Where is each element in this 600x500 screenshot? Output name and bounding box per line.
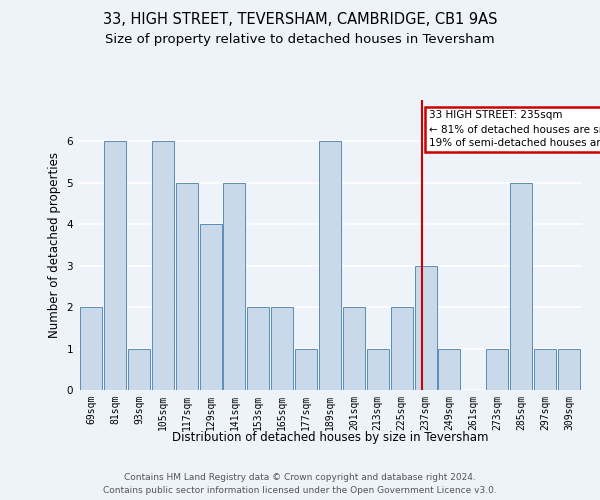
Bar <box>534 348 556 390</box>
Bar <box>558 348 580 390</box>
Text: Size of property relative to detached houses in Teversham: Size of property relative to detached ho… <box>105 32 495 46</box>
Y-axis label: Number of detached properties: Number of detached properties <box>48 152 61 338</box>
Bar <box>319 142 341 390</box>
Bar <box>510 183 532 390</box>
Text: 33, HIGH STREET, TEVERSHAM, CAMBRIDGE, CB1 9AS: 33, HIGH STREET, TEVERSHAM, CAMBRIDGE, C… <box>103 12 497 28</box>
Bar <box>439 348 460 390</box>
Bar <box>152 142 174 390</box>
Bar <box>486 348 508 390</box>
Bar <box>200 224 221 390</box>
Bar <box>247 307 269 390</box>
Bar <box>343 307 365 390</box>
Bar <box>367 348 389 390</box>
Text: Distribution of detached houses by size in Teversham: Distribution of detached houses by size … <box>172 431 488 444</box>
Text: Contains HM Land Registry data © Crown copyright and database right 2024.
Contai: Contains HM Land Registry data © Crown c… <box>103 473 497 495</box>
Bar <box>391 307 413 390</box>
Bar <box>295 348 317 390</box>
Bar <box>104 142 126 390</box>
Bar <box>176 183 197 390</box>
Bar <box>223 183 245 390</box>
Bar <box>415 266 437 390</box>
Text: 33 HIGH STREET: 235sqm
← 81% of detached houses are smaller (44)
19% of semi-det: 33 HIGH STREET: 235sqm ← 81% of detached… <box>429 110 600 148</box>
Bar <box>80 307 102 390</box>
Bar <box>271 307 293 390</box>
Bar <box>128 348 150 390</box>
